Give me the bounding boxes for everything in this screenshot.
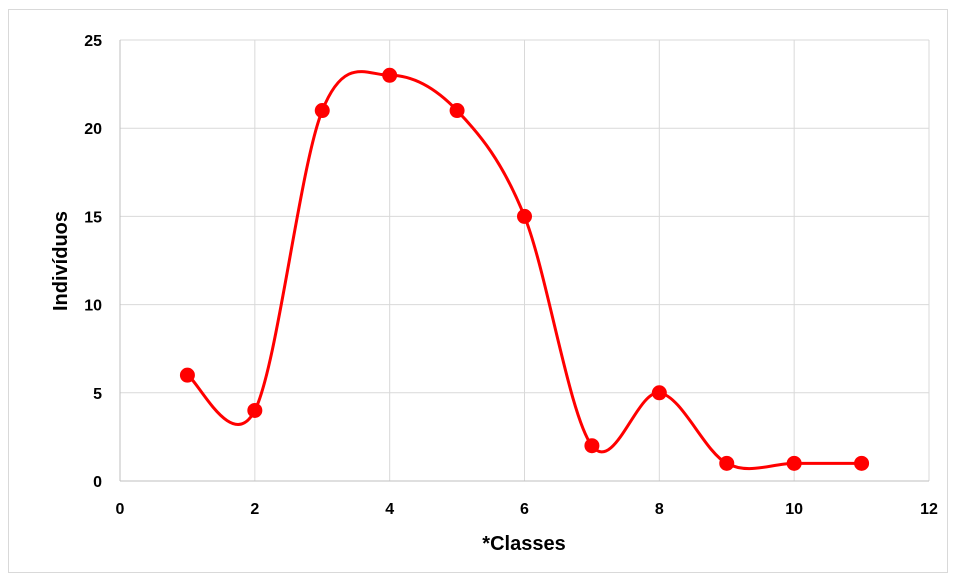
x-tick-label: 0 (116, 501, 125, 518)
y-tick-label: 20 (84, 121, 102, 138)
x-axis-title: *Classes (482, 533, 565, 555)
x-tick-label: 8 (655, 501, 664, 518)
chart-area (8, 9, 948, 573)
x-tick-label: 4 (385, 501, 394, 518)
x-tick-label: 2 (250, 501, 259, 518)
tick-labels: 0 5 10 15 20 25 0 2 4 6 8 10 12 (84, 33, 938, 518)
data-point (786, 455, 802, 471)
data-point (179, 367, 195, 383)
x-tick-label: 6 (520, 501, 529, 518)
y-tick-label: 0 (93, 474, 102, 491)
x-tick-label: 10 (785, 501, 803, 518)
axes (119, 40, 929, 482)
data-point (517, 208, 532, 224)
y-axis-title: Indivíduos (50, 211, 72, 311)
y-tick-label: 25 (84, 33, 102, 50)
data-point (584, 438, 600, 454)
y-tick-label: 10 (84, 298, 102, 315)
y-tick-label: 15 (84, 209, 102, 226)
data-point (382, 67, 398, 83)
data-point (247, 402, 263, 418)
x-tick-label: 12 (920, 501, 938, 518)
gridlines (120, 39, 930, 481)
series-layer (179, 67, 870, 471)
data-point (719, 455, 735, 471)
data-point (314, 103, 330, 119)
data-point (449, 103, 465, 119)
data-point (651, 385, 667, 401)
y-tick-label: 5 (93, 386, 102, 403)
data-point (854, 455, 870, 471)
